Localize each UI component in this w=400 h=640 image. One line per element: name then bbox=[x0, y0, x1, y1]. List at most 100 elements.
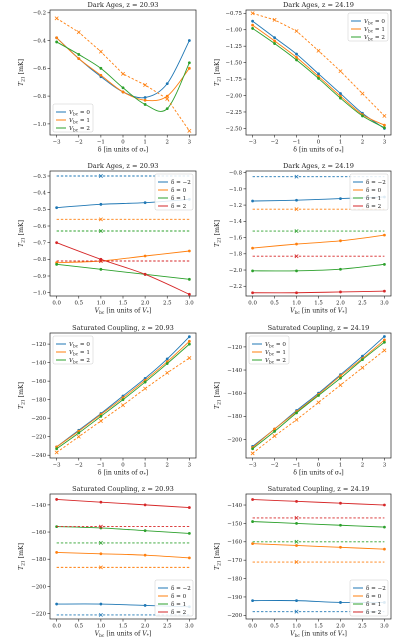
data-point bbox=[251, 599, 254, 603]
x-tick-label: 0.5 bbox=[270, 301, 279, 307]
data-point-cross bbox=[98, 229, 103, 233]
legend-label: δ = −2 bbox=[366, 180, 386, 186]
legend-label: δ = 1 bbox=[171, 196, 186, 202]
chart-title: Saturated Coupling, z = 24.19 bbox=[268, 485, 370, 493]
data-point bbox=[143, 254, 147, 258]
legend: Vbc = 0 Vbc = 1 Vbc = 2 bbox=[248, 335, 290, 364]
x-tick-label: 3 bbox=[188, 140, 192, 146]
y-tick-label: −120 bbox=[227, 345, 242, 351]
y-tick-label: −180 bbox=[227, 576, 242, 582]
x-tick-label: 0.5 bbox=[270, 624, 279, 630]
data-point bbox=[187, 342, 191, 346]
data-point bbox=[295, 242, 298, 246]
data-point bbox=[251, 23, 254, 27]
series-line bbox=[252, 263, 385, 272]
y-tick-label: −0.8 bbox=[33, 257, 47, 263]
data-point bbox=[99, 202, 103, 206]
data-point bbox=[251, 19, 254, 23]
x-tick-label: 0.5 bbox=[74, 624, 83, 630]
y-axis-label: T21 [mK] bbox=[214, 543, 223, 570]
x-tick-label: 3 bbox=[383, 140, 387, 146]
data-point-cross bbox=[360, 91, 365, 96]
x-tick-label: 0.0 bbox=[248, 624, 257, 630]
data-point bbox=[361, 354, 364, 358]
x-tick-label: 1.0 bbox=[292, 624, 301, 630]
y-axis-label: T21 [mK] bbox=[18, 220, 27, 247]
data-point bbox=[339, 290, 342, 294]
data-point bbox=[383, 503, 386, 507]
data-point bbox=[77, 53, 81, 56]
data-point bbox=[339, 239, 342, 243]
series-line bbox=[252, 234, 385, 249]
x-tick-label: 0 bbox=[121, 140, 125, 146]
data-point bbox=[187, 249, 191, 253]
data-point-cross bbox=[98, 565, 103, 570]
legend-box bbox=[347, 12, 389, 42]
data-point bbox=[339, 92, 342, 95]
x-axis-label: δ [in units of σ*] bbox=[293, 147, 343, 156]
x-tick-label: −1 bbox=[293, 463, 301, 469]
y-tick-label: −120 bbox=[31, 342, 46, 348]
data-point bbox=[143, 98, 147, 102]
data-point bbox=[295, 291, 298, 295]
data-point-cross bbox=[294, 207, 299, 212]
legend-label: δ = 2 bbox=[171, 610, 187, 616]
data-point-cross bbox=[294, 29, 299, 34]
x-tick-label: 1.0 bbox=[97, 301, 106, 307]
x-tick-label: 1 bbox=[339, 463, 342, 469]
y-tick-label: −170 bbox=[227, 558, 242, 564]
legend-box bbox=[349, 173, 389, 211]
x-axis-label: Vbc [in units of V*] bbox=[95, 308, 152, 317]
x-tick-label: 2 bbox=[166, 140, 169, 146]
data-point bbox=[383, 340, 386, 344]
x-tick-label: 2 bbox=[166, 463, 169, 469]
y-tick-label: −1.25 bbox=[225, 44, 242, 50]
x-tick-label: 1.5 bbox=[119, 301, 128, 307]
data-point bbox=[295, 52, 298, 56]
y-axis-label: T21 [mK] bbox=[214, 220, 223, 247]
data-point-cross bbox=[76, 434, 81, 439]
data-point bbox=[99, 267, 103, 271]
data-point bbox=[187, 339, 191, 343]
data-point bbox=[295, 198, 298, 202]
data-point bbox=[251, 199, 254, 203]
y-tick-label: −0.9 bbox=[33, 274, 47, 280]
x-tick-label: 2.5 bbox=[163, 301, 172, 307]
data-point bbox=[295, 522, 298, 525]
x-tick-label: 1.5 bbox=[314, 624, 323, 630]
legend-box bbox=[52, 103, 94, 133]
y-tick-label: −0.3 bbox=[33, 174, 47, 180]
x-tick-label: 0 bbox=[317, 463, 321, 469]
data-point bbox=[77, 431, 81, 435]
y-tick-label: −0.8 bbox=[33, 94, 47, 100]
data-point-cross bbox=[165, 370, 170, 375]
data-point bbox=[187, 39, 191, 42]
data-point bbox=[99, 602, 103, 606]
y-tick-label: −1.0 bbox=[33, 122, 47, 128]
legend-label: Vbc = 2 bbox=[69, 126, 90, 132]
legend: Vbc = 0 Vbc = 1 Vbc = 2 bbox=[52, 335, 94, 364]
y-tick-label: −0.8 bbox=[229, 171, 243, 177]
x-tick-label: 1 bbox=[143, 140, 146, 146]
chart-title: Saturated Coupling, z = 20.93 bbox=[72, 485, 174, 493]
chart-panel-7: Saturated Coupling, z = 20.93 0.0 0.5 1.0 1.… bbox=[18, 485, 197, 639]
data-point bbox=[165, 82, 169, 86]
data-point bbox=[187, 556, 191, 560]
data-point-cross bbox=[316, 400, 321, 405]
x-tick-label: −3 bbox=[53, 140, 62, 146]
x-tick-label: −3 bbox=[53, 463, 62, 469]
data-point bbox=[339, 374, 342, 378]
data-point bbox=[99, 500, 103, 504]
data-point bbox=[187, 335, 191, 339]
data-point bbox=[339, 523, 342, 527]
data-point bbox=[317, 77, 320, 80]
legend-label: δ = 0 bbox=[171, 188, 187, 194]
legend-box bbox=[154, 173, 194, 211]
data-point bbox=[55, 551, 59, 554]
data-point bbox=[165, 362, 169, 365]
data-point bbox=[251, 542, 254, 546]
x-tick-label: 2.0 bbox=[336, 624, 345, 630]
data-point-cross bbox=[121, 403, 125, 408]
x-tick-label: 0.0 bbox=[248, 301, 257, 307]
y-tick-label: −200 bbox=[227, 437, 242, 443]
